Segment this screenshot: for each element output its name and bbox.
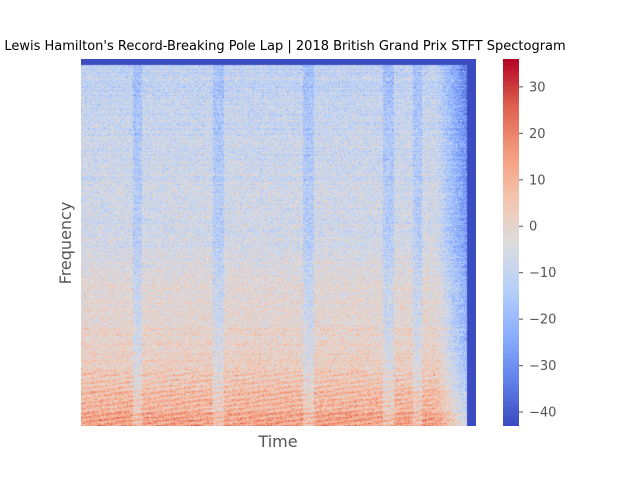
colorbar-tick-label: −20 bbox=[529, 313, 556, 328]
colorbar-gradient bbox=[503, 59, 519, 426]
colorbar-tick-label: −10 bbox=[529, 266, 556, 281]
chart-title: Lewis Hamilton's Record-Breaking Pole La… bbox=[4, 39, 565, 54]
x-axis-label: Time bbox=[257, 432, 297, 451]
spectrogram-image bbox=[81, 59, 476, 426]
colorbar-tick-label: −40 bbox=[529, 406, 556, 421]
y-axis-label: Frequency bbox=[56, 202, 75, 285]
colorbar: −40 −30 −20 −10 0 10 20 30 bbox=[503, 59, 556, 426]
spectrogram-plot-area bbox=[81, 59, 476, 426]
colorbar-tick-label: 20 bbox=[529, 127, 546, 142]
colorbar-tick-label: 10 bbox=[529, 173, 546, 188]
colorbar-ticks: −40 −30 −20 −10 0 10 20 30 bbox=[519, 80, 556, 421]
colorbar-tick-label: 30 bbox=[529, 80, 546, 95]
colorbar-tick-label: 0 bbox=[529, 220, 537, 235]
colorbar-tick-label: −30 bbox=[529, 359, 556, 374]
